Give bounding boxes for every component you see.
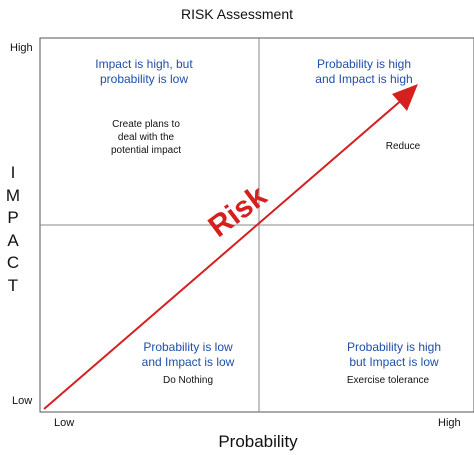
- y-axis-high-label: High: [10, 42, 33, 54]
- y-axis-letter: T: [7, 275, 19, 295]
- quadrant-top-right-action: Reduce: [358, 140, 448, 153]
- diagram-title: RISK Assessment: [180, 6, 294, 22]
- heading-line: Probability is high: [346, 340, 442, 354]
- action-line: deal with the: [117, 132, 175, 143]
- y-axis-low-label: Low: [12, 395, 33, 407]
- quadrant-bottom-right-action: Exercise tolerance: [318, 374, 458, 387]
- x-axis-label: Probability: [218, 432, 298, 451]
- action-line: Exercise tolerance: [346, 375, 430, 386]
- heading-line: Probability is high: [316, 57, 412, 71]
- y-axis-label: I M P A C T: [4, 162, 22, 297]
- y-axis-letter: P: [7, 208, 19, 227]
- y-axis-letter: M: [5, 185, 21, 205]
- x-axis-low-label: Low: [54, 417, 75, 429]
- quadrant-bottom-left-action: Do Nothing: [128, 374, 248, 387]
- quadrant-bottom-left-heading: Probability is low and Impact is low: [108, 340, 268, 370]
- risk-arrow-shaft: [43, 97, 405, 410]
- action-line: Reduce: [385, 141, 421, 152]
- y-axis-letter: I: [10, 163, 16, 182]
- heading-line: Impact is high, but: [95, 57, 193, 71]
- x-axis-high-label: High: [438, 417, 461, 429]
- heading-line: Probability is low: [143, 340, 233, 354]
- action-line: Create plans to: [112, 119, 180, 130]
- y-axis-letter: A: [7, 230, 19, 250]
- action-line: Do Nothing: [162, 375, 214, 386]
- action-line: potential impact: [110, 145, 182, 156]
- quadrant-top-right-heading: Probability is high and Impact is high: [282, 57, 446, 87]
- heading-line: and Impact is high: [315, 72, 413, 86]
- heading-line: and Impact is low: [141, 355, 235, 369]
- heading-line: probability is low: [99, 72, 189, 86]
- risk-arrow-head: [392, 84, 418, 111]
- heading-line: but Impact is low: [349, 355, 439, 369]
- y-axis-letter: C: [6, 253, 20, 272]
- quadrant-top-left-action: Create plans to deal with the potential …: [86, 118, 206, 157]
- quadrant-bottom-right-heading: Probability is high but Impact is low: [314, 340, 474, 370]
- quadrant-top-left-heading: Impact is high, but probability is low: [62, 57, 226, 87]
